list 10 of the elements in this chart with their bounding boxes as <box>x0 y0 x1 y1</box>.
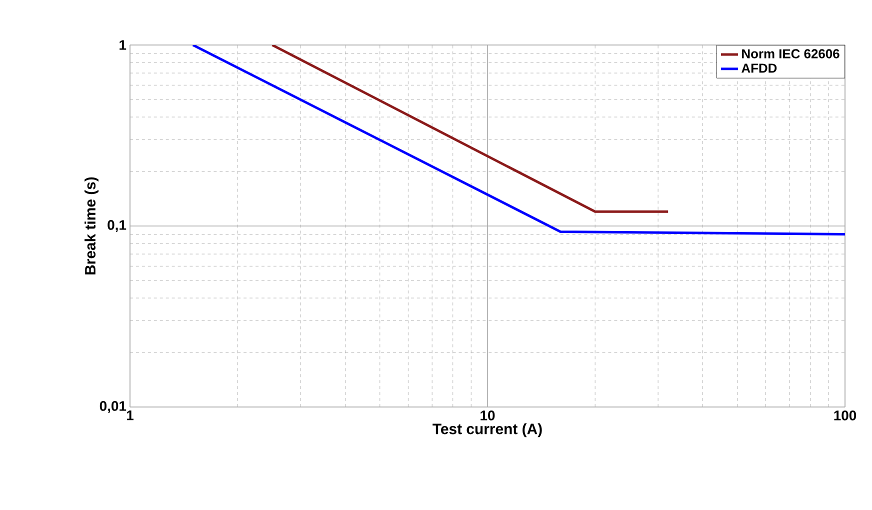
legend-label: Norm IEC 62606 <box>742 49 840 58</box>
y-axis-title: Break time (s) <box>84 177 98 274</box>
x-axis-title: Test current (A) <box>432 423 542 438</box>
y-tick-label: 0,01 <box>100 401 126 413</box>
x-tick-label: 10 <box>480 410 495 420</box>
legend-label: AFDD <box>742 64 777 73</box>
y-tick-label: 0,1 <box>108 220 126 232</box>
y-tick-label: 1 <box>120 40 126 50</box>
x-tick-label: 1 <box>127 410 134 420</box>
x-tick-label: 100 <box>834 410 856 420</box>
